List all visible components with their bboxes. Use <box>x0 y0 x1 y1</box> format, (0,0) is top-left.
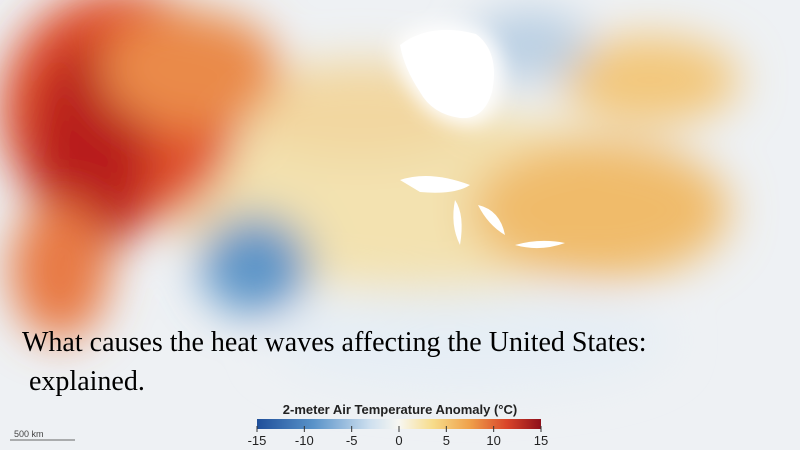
legend-title: 2-meter Air Temperature Anomaly (°C) <box>283 402 517 417</box>
great-lakes <box>400 176 565 249</box>
legend-tick-label: -10 <box>295 433 314 448</box>
legend-tick-label: 10 <box>486 433 500 448</box>
hudson-bay-core <box>400 29 494 119</box>
caption-line: explained. <box>22 366 145 397</box>
legend: 2-meter Air Temperature Anomaly (°C) -15… <box>248 402 549 448</box>
caption: What causes the heat waves affecting the… <box>22 327 647 397</box>
caption-line: What causes the heat waves affecting the… <box>22 327 647 358</box>
color-bar <box>257 419 541 429</box>
legend-tick-label: -5 <box>346 433 358 448</box>
legend-tick-label: -15 <box>248 433 267 448</box>
legend-tick-label: 0 <box>395 433 402 448</box>
legend-tick-label: 15 <box>534 433 548 448</box>
scale-label: 500 km <box>14 429 44 439</box>
scale-bar: 500 km <box>10 429 75 441</box>
legend-tick-label: 5 <box>443 433 450 448</box>
